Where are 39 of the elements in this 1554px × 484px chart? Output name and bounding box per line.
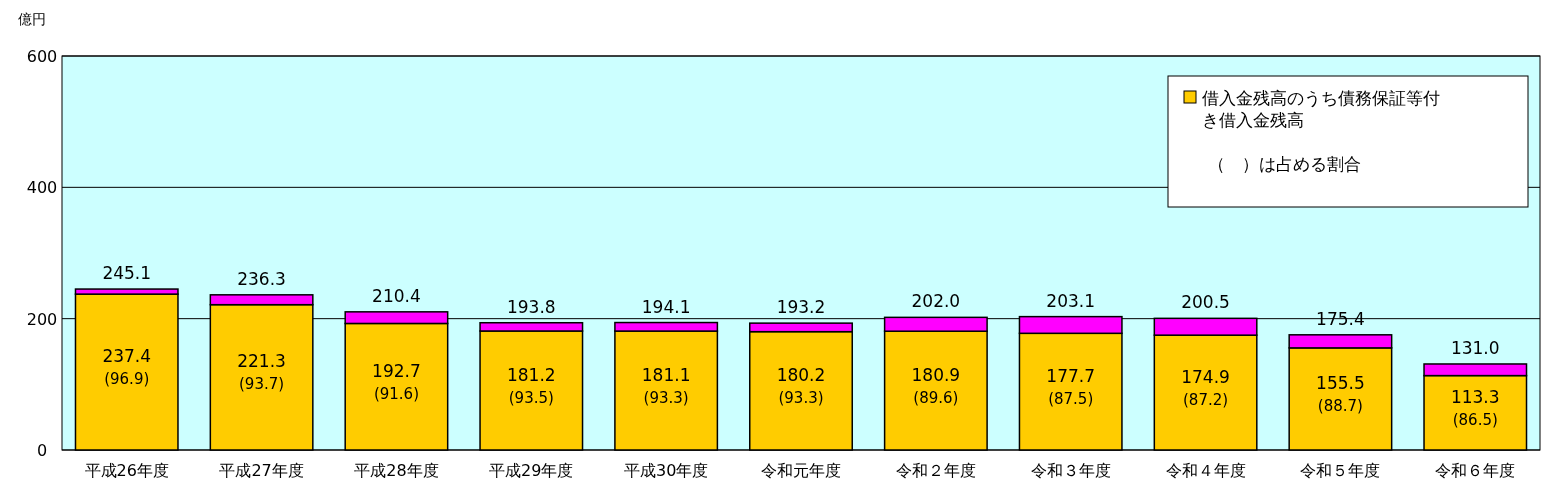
x-tick-label: 平成28年度 [354,461,439,480]
data-label: 180.9 (89.6) [911,364,961,407]
total-label: 245.1 [102,263,152,284]
x-tick-label: 平成27年度 [219,461,304,480]
total-label: 193.2 [776,297,826,318]
x-tick-label: 令和元年度 [761,461,841,480]
total-label: 236.3 [237,268,286,289]
x-tick-label: 平成30年度 [623,461,709,480]
y-axis-title: 億円 [18,11,46,27]
y-tick-label: 200 [26,309,58,329]
total-label: 202.0 [911,291,961,312]
x-tick-label: 令和３年度 [1030,461,1111,480]
data-label: 113.3 (86.5) [1450,386,1500,429]
legend-label: 借入金残高のうち債務保証等付き借入金残高 [1202,88,1440,130]
x-tick-label: 令和６年度 [1435,461,1516,480]
total-label: 194.1 [641,296,691,317]
data-label: 237.4 (96.9) [102,346,152,389]
data-label: 177.7 (87.5) [1046,365,1096,408]
data-label: 155.5 (88.7) [1316,372,1365,415]
data-label: 192.7 (91.6) [372,360,421,403]
data-label: 181.1 (93.3) [641,364,691,407]
y-tick-label: 0 [36,441,48,460]
data-label: 180.2 (93.3) [776,364,826,407]
x-tick-label: 令和５年度 [1300,461,1381,480]
total-label: 210.4 [372,285,421,306]
annotation: （ ）は占める割合 [1208,154,1361,174]
total-label: 200.5 [1181,292,1230,313]
total-label: 203.1 [1046,290,1096,311]
x-tick-label: 平成26年度 [84,461,169,480]
y-tick-label: 600 [26,47,58,66]
data-label: 221.3 (93.7) [237,351,286,394]
data-label: 174.9 (87.2) [1181,366,1230,409]
x-tick-label: 平成29年度 [489,461,574,480]
x-tick-label: 令和２年度 [895,461,976,480]
data-label: 181.2 (93.5) [506,364,556,407]
x-tick-label: 令和４年度 [1165,461,1246,480]
total-label: 131.0 [1450,337,1500,358]
total-label: 193.8 [506,296,556,317]
y-tick-label: 400 [26,178,58,198]
